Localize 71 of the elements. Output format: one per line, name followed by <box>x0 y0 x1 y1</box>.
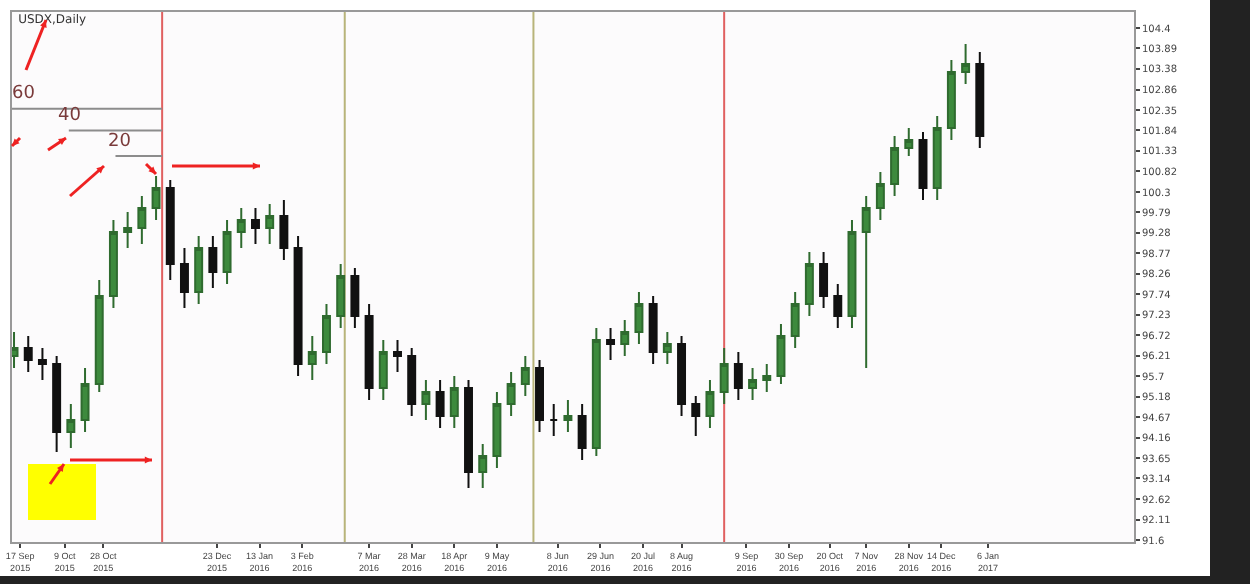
candlestick <box>449 375 459 429</box>
candlestick <box>23 335 33 373</box>
candlestick <box>279 199 289 261</box>
candlestick <box>94 279 104 393</box>
annotation: 60 <box>12 84 36 104</box>
candlestick <box>208 235 218 289</box>
candlestick <box>336 263 346 329</box>
candlestick <box>535 359 544 433</box>
candlestick <box>790 291 800 349</box>
candlestick <box>776 323 786 385</box>
candlestick <box>875 171 885 221</box>
candlestick <box>961 43 971 85</box>
candlestick <box>179 247 189 309</box>
candlestick <box>378 339 388 401</box>
candlestick <box>421 379 431 421</box>
candlestick <box>364 303 374 401</box>
candlestick <box>606 327 616 361</box>
candlestick <box>975 51 985 149</box>
candlestick <box>37 347 47 381</box>
candlestick <box>833 283 843 329</box>
candlestick <box>890 135 900 197</box>
candlestick <box>464 379 473 489</box>
candlestick <box>705 379 715 429</box>
candlestick <box>137 195 147 245</box>
candlestick <box>165 179 175 281</box>
candlestick <box>733 351 743 401</box>
candlestick <box>251 207 260 245</box>
annotation: 20 <box>108 132 132 152</box>
candlestick <box>492 391 502 469</box>
candlestick <box>648 295 658 365</box>
candlestick <box>549 403 559 437</box>
candlestick <box>66 403 76 449</box>
candlestick <box>478 443 488 489</box>
candlestick <box>194 235 204 305</box>
candlestick <box>265 203 275 245</box>
candlestick <box>293 235 303 377</box>
candlestick <box>748 367 758 401</box>
candlestick <box>563 399 573 433</box>
candlestick <box>819 251 829 309</box>
candlestick <box>407 347 417 417</box>
candlestick <box>151 175 161 221</box>
candlestick <box>691 395 701 437</box>
candlestick <box>520 355 530 397</box>
candlestick <box>322 303 331 365</box>
candlestick <box>946 59 956 141</box>
candlestick <box>236 207 246 249</box>
candlestick <box>591 327 601 457</box>
candlestick <box>108 219 118 309</box>
candlestick <box>634 291 644 345</box>
annotation: 40 <box>58 106 82 126</box>
candlestick <box>904 127 914 157</box>
candlestick <box>662 331 672 365</box>
candlestick <box>123 211 133 249</box>
candlestick <box>620 319 630 357</box>
candlestick <box>847 219 857 329</box>
candlestick <box>350 267 360 329</box>
candlestick <box>80 367 90 433</box>
candlestick <box>719 347 729 405</box>
candlestick <box>861 195 871 369</box>
candlestick <box>506 371 516 417</box>
candlestick <box>307 335 317 381</box>
candlestick <box>52 355 62 453</box>
candlestick <box>577 403 587 461</box>
candlestick <box>804 251 814 317</box>
candlestick <box>677 335 687 417</box>
candlestick <box>762 363 772 393</box>
candlestick <box>222 219 232 285</box>
candlestick <box>932 115 942 201</box>
candlestick <box>393 339 402 373</box>
candlestick <box>435 379 445 429</box>
candlestick <box>918 131 928 201</box>
